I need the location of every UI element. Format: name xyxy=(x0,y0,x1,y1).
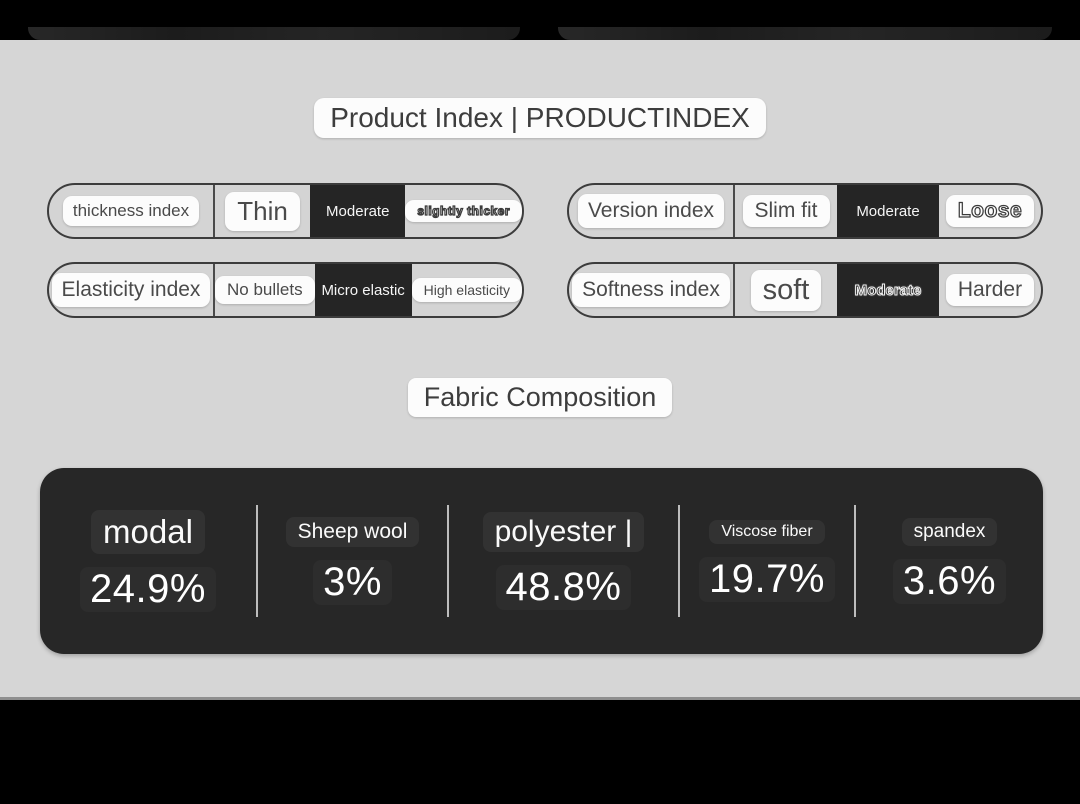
page-title: Product Index | PRODUCTINDEX xyxy=(314,98,766,138)
bottom-black-strip xyxy=(0,697,1080,804)
content-area: Product Index | PRODUCTINDEX thickness i… xyxy=(0,40,1080,697)
softness-option-harder: Harder xyxy=(939,264,1041,316)
fabric-name-modal: modal xyxy=(91,510,205,554)
fabric-item-viscose: Viscose fiber 19.7% xyxy=(680,468,854,654)
product-photo-right-edge xyxy=(558,27,1052,40)
elasticity-option-nobullets-label: No bullets xyxy=(215,276,315,304)
fabric-divider xyxy=(854,505,856,617)
fabric-percent-polyester: 48.8% xyxy=(496,565,632,610)
elasticity-index-label: Elasticity index xyxy=(51,273,211,307)
softness-label-section: Softness index xyxy=(569,264,735,316)
product-index-title-row: Product Index | PRODUCTINDEX xyxy=(0,40,1080,138)
softness-option-harder-label: Harder xyxy=(945,274,1035,306)
version-option-slimfit: Slim fit xyxy=(735,185,837,237)
version-option-loose: Loose xyxy=(939,185,1041,237)
fabric-name-sheepwool: Sheep wool xyxy=(285,517,420,547)
thickness-label-section: thickness index xyxy=(49,185,215,237)
version-index-label: Version index xyxy=(577,194,725,228)
top-black-strip xyxy=(0,0,1080,40)
version-option-slimfit-label: Slim fit xyxy=(742,195,830,227)
elasticity-option-nobullets: No bullets xyxy=(215,264,315,316)
thickness-option-moderate-selected: Moderate xyxy=(310,185,406,237)
version-option-moderate-selected: Moderate xyxy=(837,185,939,237)
fabric-composition-title-row: Fabric Composition xyxy=(0,378,1080,417)
fabric-item-modal: modal 24.9% xyxy=(40,468,256,654)
thickness-option-moderate-label: Moderate xyxy=(326,202,390,220)
softness-index-pill: Softness index soft Moderate Harder xyxy=(567,262,1043,318)
fabric-percent-viscose: 19.7% xyxy=(699,557,835,602)
fabric-composition-title: Fabric Composition xyxy=(407,378,673,417)
fabric-item-sheepwool: Sheep wool 3% xyxy=(258,468,447,654)
thickness-option-thin-label: Thin xyxy=(225,191,300,231)
fabric-item-spandex: spandex 3.6% xyxy=(856,468,1043,654)
thickness-option-thin: Thin xyxy=(215,185,310,237)
version-label-section: Version index xyxy=(569,185,735,237)
fabric-divider xyxy=(256,505,258,617)
fabric-divider xyxy=(678,505,680,617)
elasticity-options: No bullets Micro elastic High elasticity xyxy=(215,264,522,316)
softness-options: soft Moderate Harder xyxy=(735,264,1041,316)
thickness-index-label: thickness index xyxy=(62,196,200,226)
softness-option-moderate-selected: Moderate xyxy=(837,264,939,316)
elasticity-option-highelasticity-label: High elasticity xyxy=(411,278,522,302)
product-photo-left-edge xyxy=(28,27,520,40)
fabric-item-polyester: polyester | 48.8% xyxy=(449,468,678,654)
version-index-pill: Version index Slim fit Moderate Loose xyxy=(567,183,1043,239)
fabric-percent-spandex: 3.6% xyxy=(893,559,1006,604)
fabric-name-polyester: polyester | xyxy=(482,512,645,552)
softness-option-soft: soft xyxy=(735,264,837,316)
thickness-option-thicker-label: slightly thicker xyxy=(405,200,522,222)
fabric-name-viscose: Viscose fiber xyxy=(709,520,825,544)
version-option-moderate-label: Moderate xyxy=(856,202,920,220)
softness-option-soft-label: soft xyxy=(750,269,822,311)
version-option-loose-label: Loose xyxy=(945,195,1035,227)
elasticity-option-highelasticity: High elasticity xyxy=(411,264,522,316)
elasticity-label-section: Elasticity index xyxy=(49,264,215,316)
version-options: Slim fit Moderate Loose xyxy=(735,185,1041,237)
thickness-option-thicker: slightly thicker xyxy=(405,185,522,237)
fabric-percent-modal: 24.9% xyxy=(80,567,216,612)
index-pills-grid: thickness index Thin Moderate slightly t… xyxy=(47,183,1043,318)
thickness-index-pill: thickness index Thin Moderate slightly t… xyxy=(47,183,524,239)
thickness-options: Thin Moderate slightly thicker xyxy=(215,185,522,237)
elasticity-option-microelastic-label: Micro elastic xyxy=(321,281,405,299)
softness-option-moderate-label: Moderate xyxy=(854,281,922,299)
fabric-divider xyxy=(447,505,449,617)
fabric-name-spandex: spandex xyxy=(901,518,998,546)
softness-index-label: Softness index xyxy=(572,273,730,307)
elasticity-index-pill: Elasticity index No bullets Micro elasti… xyxy=(47,262,524,318)
fabric-composition-panel: modal 24.9% Sheep wool 3% polyester | 48… xyxy=(40,468,1043,654)
fabric-percent-sheepwool: 3% xyxy=(313,560,392,605)
elasticity-option-microelastic-selected: Micro elastic xyxy=(314,264,412,316)
